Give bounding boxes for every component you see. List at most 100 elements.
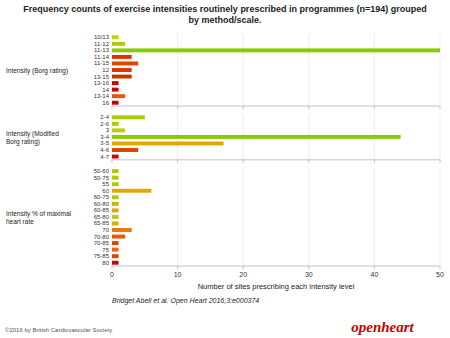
panel: 4-74-63-53-432-62-4Intensity (ModifiedBo… xyxy=(6,114,440,163)
x-axis-line xyxy=(112,106,440,107)
tick-label: 50 xyxy=(436,271,444,278)
tick-mark xyxy=(440,160,441,163)
category-label: 50-75 xyxy=(94,175,110,181)
grid-line xyxy=(243,168,244,266)
tick-mark xyxy=(112,160,113,163)
bar xyxy=(112,135,401,139)
logo: openheart xyxy=(351,319,414,335)
tick-mark xyxy=(112,266,113,269)
tick-label: 0 xyxy=(110,271,114,278)
copyright: ©2016 by British Cardiovascular Society xyxy=(5,327,112,333)
bar xyxy=(112,215,119,219)
title: Frequency counts of exercise intensities… xyxy=(23,4,426,25)
bar xyxy=(112,61,138,65)
category-label: 2-4 xyxy=(100,114,109,120)
tick-mark xyxy=(243,160,244,163)
tick-label: 10 xyxy=(174,271,182,278)
bar xyxy=(112,202,119,206)
bar xyxy=(112,182,119,186)
category-label: 4-6 xyxy=(100,147,109,153)
tick-mark xyxy=(243,106,244,109)
grid-line xyxy=(308,168,309,266)
category-label: 80 xyxy=(102,260,109,266)
bar xyxy=(112,42,125,46)
category-label: 50-60 xyxy=(94,168,110,174)
category-label: 14 xyxy=(102,87,109,93)
category-label: 70-80 xyxy=(94,234,110,240)
bar xyxy=(112,75,132,79)
category-label: 60-80 xyxy=(94,201,110,207)
bar xyxy=(112,141,224,145)
tick-label: 40 xyxy=(371,271,379,278)
category-label: 4-7 xyxy=(100,154,109,160)
panel: 1613-141413-1613-151211-1511-1411-1311-1… xyxy=(6,34,440,109)
category-label: 55 xyxy=(102,181,109,187)
category-label: 12 xyxy=(102,67,109,73)
category-label: 11-15 xyxy=(94,60,110,66)
bars xyxy=(112,169,151,265)
bars xyxy=(112,115,401,158)
bar xyxy=(112,261,119,265)
category-label: 10/13 xyxy=(94,34,110,40)
tick-mark xyxy=(112,106,113,109)
panel: 010203040508075-857570-8570-807065-8565-… xyxy=(6,168,444,291)
bar xyxy=(112,189,151,193)
tick-mark xyxy=(440,106,441,109)
bar xyxy=(112,35,119,39)
bars xyxy=(112,35,440,104)
bar xyxy=(112,88,119,92)
grid-line xyxy=(440,34,441,106)
tick-mark xyxy=(374,266,375,269)
category-label: 60-75 xyxy=(94,194,110,200)
grid-line xyxy=(374,34,375,106)
axis-label: Number of sites prescribing each intensi… xyxy=(198,282,355,291)
x-axis-line xyxy=(112,159,440,160)
category-label: 16 xyxy=(102,100,109,106)
bar xyxy=(112,94,125,98)
category-label: 11-12 xyxy=(94,41,110,47)
axis-label: Intensity (Borg rating) xyxy=(6,67,68,75)
grid-line xyxy=(308,34,309,106)
category-label: 65-80 xyxy=(94,214,110,220)
category-label: 13-15 xyxy=(94,74,110,80)
grid-line xyxy=(374,168,375,266)
tick-mark xyxy=(177,266,178,269)
tick-label: 20 xyxy=(239,271,247,278)
grid-line xyxy=(177,34,178,106)
bar xyxy=(112,115,145,119)
grid-line xyxy=(243,34,244,106)
category-label: 13-14 xyxy=(94,93,110,99)
bar xyxy=(112,148,138,152)
tick-mark xyxy=(177,106,178,109)
bar xyxy=(112,68,132,72)
citation: Bridget Abell et al. Open Heart 2016;3:e… xyxy=(112,297,259,305)
bar xyxy=(112,235,125,239)
bar xyxy=(112,195,119,199)
axis-label: Intensity % of maximalheart rate xyxy=(6,209,72,224)
x-axis-line xyxy=(112,266,440,267)
category-label: 70 xyxy=(102,227,109,233)
bar xyxy=(112,81,119,85)
tick-mark xyxy=(308,266,309,269)
bar xyxy=(112,254,119,258)
axis-label: Intensity (ModifiedBorg rating) xyxy=(6,129,59,145)
category-label: 13-16 xyxy=(94,80,110,86)
category-label: 11-13 xyxy=(94,47,110,53)
bar xyxy=(112,208,119,212)
category-label: 70-85 xyxy=(94,240,110,246)
bar xyxy=(112,48,440,52)
category-label: 75 xyxy=(102,247,109,253)
bar xyxy=(112,176,119,180)
tick-mark xyxy=(308,106,309,109)
grid-line xyxy=(440,114,441,160)
tick-mark xyxy=(308,160,309,163)
tick-mark xyxy=(440,266,441,269)
tick-mark xyxy=(177,160,178,163)
bar xyxy=(112,221,119,225)
category-label: 65-85 xyxy=(94,220,110,226)
category-label: 3 xyxy=(106,127,110,133)
grid-line xyxy=(440,168,441,266)
bar xyxy=(112,241,119,245)
category-label: 60 xyxy=(102,188,109,194)
category-label: 3-4 xyxy=(100,134,109,140)
